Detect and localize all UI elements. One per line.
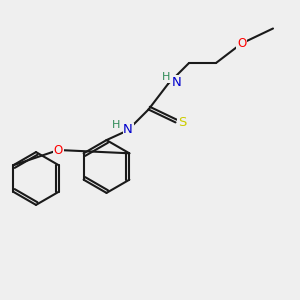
Text: H: H xyxy=(112,120,120,130)
Text: S: S xyxy=(178,116,186,130)
Text: O: O xyxy=(237,37,246,50)
Text: N: N xyxy=(172,76,181,89)
Text: H: H xyxy=(162,72,171,82)
Text: O: O xyxy=(54,143,63,157)
Text: N: N xyxy=(123,123,133,136)
